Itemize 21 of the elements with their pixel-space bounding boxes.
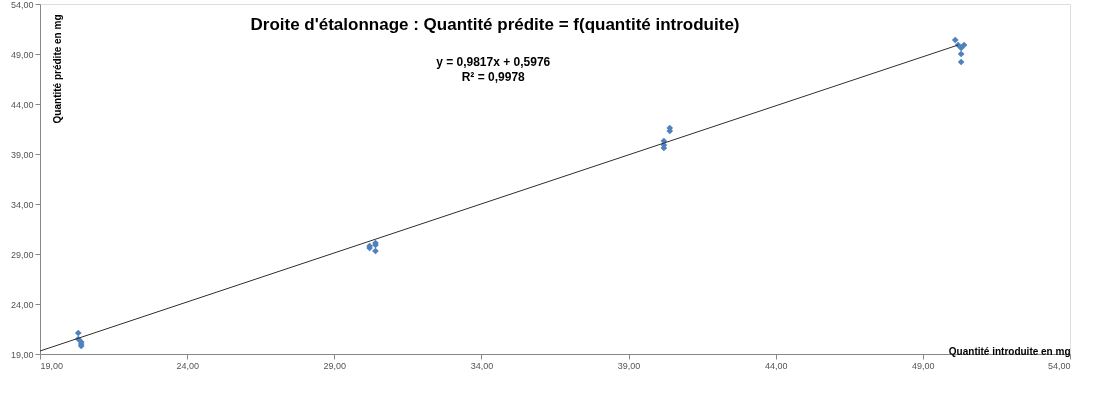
x-tick-label: 29,00 bbox=[323, 360, 347, 371]
y-tick-label: 24,00 bbox=[10, 299, 34, 310]
y-tick-label: 34,00 bbox=[10, 199, 34, 210]
y-tick-label: 44,00 bbox=[10, 99, 34, 110]
x-tick-label: 39,00 bbox=[617, 360, 641, 371]
x-tick-label: 24,00 bbox=[176, 360, 199, 371]
x-tick-label: 19,00 bbox=[40, 360, 64, 371]
y-tick-label: 54,00 bbox=[10, 0, 34, 10]
x-tick-label: 49,00 bbox=[912, 360, 935, 371]
y-tick-label: 49,00 bbox=[10, 49, 34, 60]
x-tick-label: 54,00 bbox=[1047, 360, 1071, 371]
y-tick-label: 39,00 bbox=[10, 149, 34, 160]
x-tick-label: 44,00 bbox=[764, 360, 788, 371]
annotation: y = 0,9817x + 0,5976 bbox=[436, 55, 551, 69]
x-tick-label: 34,00 bbox=[470, 360, 494, 371]
x-axis-title: Quantité introduite en mg bbox=[948, 345, 1071, 357]
text: Droite d'étalonnage : Quantité prédite = f(quantité introduite) bbox=[250, 15, 740, 34]
y-axis-title: Quantité prédite en mg bbox=[51, 14, 63, 124]
annotation: R² = 0,9978 bbox=[461, 70, 526, 84]
y-tick-label: 29,00 bbox=[10, 249, 34, 260]
y-tick-label: 19,00 bbox=[10, 349, 34, 360]
